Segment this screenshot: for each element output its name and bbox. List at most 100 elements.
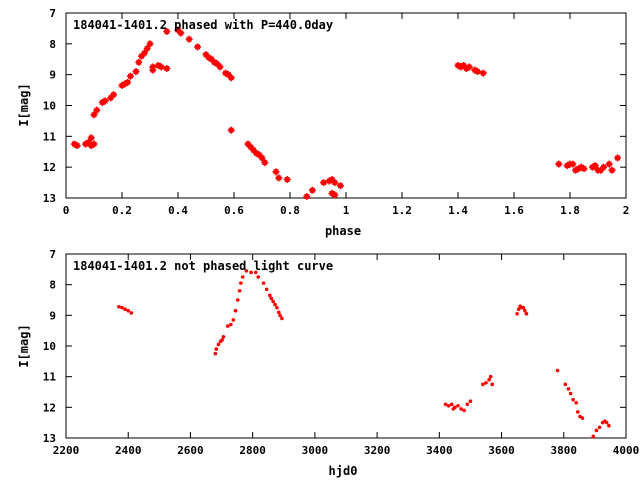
unphased-data-point: [275, 305, 279, 310]
unphased-data-point: [523, 308, 527, 313]
phased-data-point: [258, 154, 266, 162]
phased-data-point: [73, 142, 81, 150]
unphased-y-tick-label: 8: [49, 279, 56, 292]
phased-data-point: [149, 63, 157, 71]
unphased-data-point: [607, 423, 611, 428]
phased-data-point: [146, 40, 154, 48]
unphased-x-tick-label: 3800: [551, 444, 578, 457]
phased-x-label: phase: [325, 224, 361, 238]
phased-x-tick-label: 1.4: [448, 204, 468, 217]
unphased-data-point: [253, 270, 258, 275]
unphased-data-point: [487, 377, 491, 382]
unphased-data-point: [449, 402, 454, 407]
unphased-data-point: [117, 304, 121, 309]
phased-data-point: [163, 65, 171, 72]
unphased-data-point: [123, 307, 127, 312]
unphased-y-tick-label: 11: [43, 371, 57, 384]
unphased-data-point: [446, 404, 451, 408]
unphased-x-tick-label: 3200: [364, 444, 391, 457]
unphased-data-point: [566, 387, 571, 391]
phased-data-point: [272, 168, 280, 176]
phased-x-tick-label: 0.2: [112, 204, 132, 217]
unphased-x-tick-label: 2800: [239, 444, 266, 457]
unphased-data-point: [580, 416, 585, 420]
phased-x-tick-label: 0.8: [280, 204, 300, 217]
unphased-data-point: [443, 402, 448, 407]
phased-data-point: [474, 68, 482, 76]
unphased-data-point: [574, 400, 579, 405]
unphased-data-point: [267, 293, 272, 298]
phased-data-point: [101, 97, 109, 105]
phased-data-point: [90, 140, 98, 148]
phased-data-point: [308, 186, 316, 194]
phased-data-point: [143, 44, 151, 52]
unphased-data-point: [462, 408, 467, 413]
phased-data-point: [569, 160, 577, 168]
unphased-data-point: [459, 407, 463, 411]
phased-x-tick-label: 1.6: [504, 204, 524, 217]
phased-data-point: [555, 160, 563, 168]
phased-y-tick-label: 12: [43, 161, 56, 174]
unphased-data-point: [249, 270, 253, 275]
unphased-data-point: [235, 298, 240, 302]
unphased-data-point: [481, 382, 485, 387]
unphased-data-point: [240, 275, 245, 279]
phased-data-point: [328, 189, 336, 197]
phased-data-point: [479, 69, 487, 77]
unphased-y-tick-label: 12: [43, 401, 56, 414]
phased-panel: 0 0.2 0.4 0.6 0.8 1 1.2 1.4 1.6 1.8 2 7 8 9 10 11 12 13 1…: [17, 7, 629, 238]
unphased-data-point: [269, 296, 274, 301]
phased-y-tick-label: 13: [43, 192, 56, 205]
unphased-data-point: [575, 410, 580, 414]
unphased-data-point: [233, 308, 238, 313]
unphased-data-point: [468, 399, 473, 404]
unphased-data-point: [597, 425, 602, 430]
unphased-data-point: [516, 307, 521, 312]
unphased-data-point: [129, 311, 134, 315]
unphased-data-point: [120, 305, 124, 310]
unphased-x-tick-label: 2200: [53, 444, 80, 457]
unphased-data-point: [229, 322, 233, 327]
phased-data-point: [303, 192, 311, 200]
phased-data-point: [194, 43, 202, 51]
phased-data-point: [93, 106, 101, 114]
unphased-data-point: [604, 420, 609, 425]
unphased-y-tick-label: 10: [43, 340, 56, 353]
unphased-data-point: [261, 281, 266, 285]
unphased-ticks: 2200 2400 2600 2800 3000 3200 3400 3600 3800 4000…: [43, 248, 640, 457]
unphased-x-tick-label: 2600: [177, 444, 204, 457]
unphased-data-point: [221, 335, 226, 339]
unphased-data-point: [280, 316, 284, 321]
unphased-data-point: [456, 404, 460, 408]
phased-points: [70, 26, 622, 200]
unphased-data-point: [568, 391, 573, 396]
unphased-x-tick-label: 3400: [426, 444, 453, 457]
unphased-y-tick-label: 13: [43, 432, 56, 445]
unphased-data-point: [594, 428, 599, 433]
phased-data-point: [283, 176, 291, 183]
unphased-data-point: [465, 402, 470, 407]
phased-y-tick-label: 8: [49, 38, 56, 51]
phased-x-tick-label: 1: [343, 204, 350, 217]
phased-data-point: [614, 154, 622, 162]
phased-x-tick-label: 1.2: [392, 204, 412, 217]
unphased-x-tick-label: 3000: [302, 444, 329, 457]
unphased-data-point: [563, 382, 568, 387]
phased-data-point: [140, 49, 148, 57]
unphased-data-point: [591, 434, 596, 439]
unphased-data-point: [216, 342, 221, 347]
phased-y-label: I[mag]: [17, 83, 31, 126]
phased-data-point: [591, 162, 599, 170]
phased-data-point: [580, 165, 588, 173]
unphased-data-point: [524, 312, 529, 316]
unphased-data-point: [213, 351, 218, 356]
unphased-data-point: [271, 299, 276, 304]
unphased-data-point: [237, 289, 242, 293]
phased-ticks: 0 0.2 0.4 0.6 0.8 1 1.2 1.4 1.6 1.8 2 7 8 9 10 11 12 13: [43, 7, 630, 217]
phased-data-point: [177, 29, 185, 37]
unphased-y-label: I[mag]: [17, 324, 31, 367]
unphased-data-point: [239, 281, 243, 285]
phased-data-point: [163, 28, 171, 35]
